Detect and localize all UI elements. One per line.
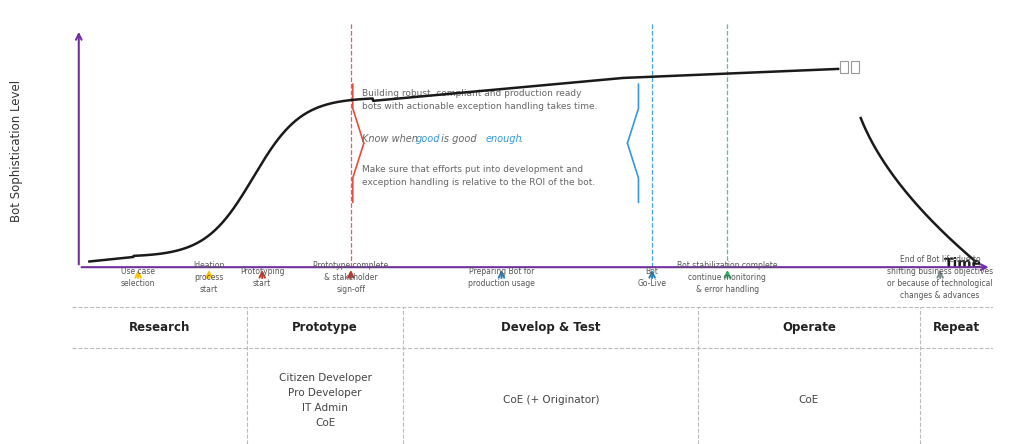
Text: enough: enough: [486, 134, 522, 144]
Text: Prototyping
start: Prototyping start: [240, 267, 285, 288]
Text: Repeat: Repeat: [933, 321, 980, 334]
Text: is good: is good: [438, 134, 479, 144]
Text: Prototype: Prototype: [292, 321, 358, 334]
FancyBboxPatch shape: [851, 61, 859, 73]
Text: End of Bot life due to
shifting business objectives
or because of technological
: End of Bot life due to shifting business…: [887, 255, 993, 300]
Text: Ideation
process
start: Ideation process start: [194, 261, 224, 294]
Text: good: good: [416, 134, 440, 144]
Text: Time: Time: [944, 257, 982, 271]
Text: Operate: Operate: [782, 321, 836, 334]
Text: Building robust, compliant and production ready
bots with actionable exception h: Building robust, compliant and productio…: [362, 89, 597, 111]
Text: Make sure that efforts put into development and
exception handling is relative t: Make sure that efforts put into developm…: [362, 165, 595, 186]
Text: Bot stabilization complete
continue monitoring
& error handling: Bot stabilization complete continue moni…: [677, 261, 777, 294]
FancyBboxPatch shape: [840, 61, 848, 73]
Text: Bot Sophistication Level: Bot Sophistication Level: [10, 80, 23, 222]
Text: Use case
selection: Use case selection: [121, 267, 156, 288]
Text: Research: Research: [129, 321, 189, 334]
Text: CoE: CoE: [799, 396, 819, 405]
Text: Preparing Bot for
production usage: Preparing Bot for production usage: [468, 267, 535, 288]
Text: Citizen Developer
Pro Developer
IT Admin
CoE: Citizen Developer Pro Developer IT Admin…: [279, 373, 372, 428]
Text: CoE (+ Originator): CoE (+ Originator): [503, 396, 599, 405]
Text: .: .: [519, 134, 523, 144]
Text: Prototype complete
& stakeholder
sign-off: Prototype complete & stakeholder sign-of…: [313, 261, 388, 294]
Text: Bot
Go-Live: Bot Go-Live: [638, 267, 667, 288]
Text: Know when: Know when: [362, 134, 421, 144]
Text: Develop & Test: Develop & Test: [501, 321, 601, 334]
